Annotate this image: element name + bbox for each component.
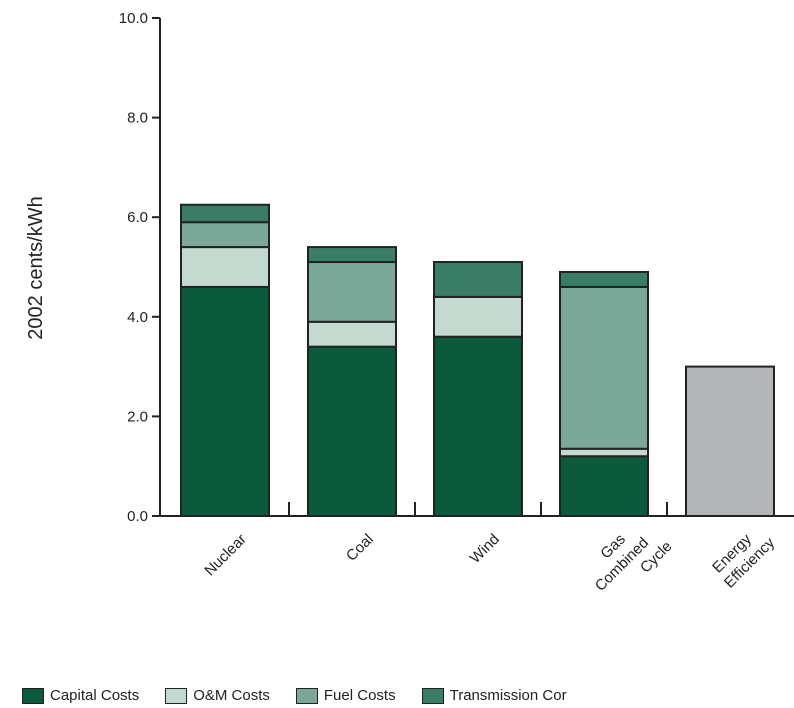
y-tick-label: 10.0 xyxy=(119,10,148,27)
bar-segment xyxy=(307,320,397,348)
bar-segment xyxy=(180,285,270,518)
bar-segment xyxy=(433,261,523,298)
bar-segment xyxy=(180,246,270,288)
chart: 0.0 2.0 4.0 6.0 8.0 10.0 2002 cents/kWh Nuclear… xyxy=(25,10,794,608)
x-category-label: Nuclear xyxy=(201,531,250,580)
x-category-label: EnergyEfficiency xyxy=(708,521,779,592)
y-tick-label: 0.0 xyxy=(127,508,148,525)
legend: Capital Costs O&M Costs Fuel Costs Transmis… xyxy=(22,687,593,704)
bar-segment xyxy=(307,261,397,323)
x-category-label: Coal xyxy=(343,531,377,565)
x-category-label: GasCombinedCycle xyxy=(578,511,675,608)
bar-segment xyxy=(307,246,397,264)
y-tick-label: 4.0 xyxy=(127,309,148,326)
legend-swatch xyxy=(165,687,188,704)
legend-swatch xyxy=(295,687,318,704)
bar-segment xyxy=(685,365,775,517)
legend-swatch xyxy=(22,687,44,704)
legend-label: Transmission Cor xyxy=(449,687,567,704)
bar-segment xyxy=(180,221,270,249)
bar-segment xyxy=(307,345,397,517)
legend-item: Transmission Cor xyxy=(421,687,567,704)
legend-item: Capital Costs xyxy=(22,687,139,704)
y-axis-title: 2002 cents/kWh xyxy=(25,196,47,339)
y-tick-label: 8.0 xyxy=(127,110,148,127)
y-tick-label: 2.0 xyxy=(127,408,148,425)
legend-item: Fuel Costs xyxy=(295,687,396,704)
bar-segment xyxy=(559,455,649,517)
bar-segment xyxy=(559,270,649,288)
legend-swatch xyxy=(421,687,444,704)
legend-label: Fuel Costs xyxy=(323,687,396,704)
bar-segment xyxy=(559,285,649,450)
legend-label: O&M Costs xyxy=(193,687,270,704)
bar-segment xyxy=(433,295,523,338)
y-tick-label: 6.0 xyxy=(127,209,148,226)
bar-segment xyxy=(433,335,523,517)
legend-label: Capital Costs xyxy=(50,687,140,704)
bar-segment xyxy=(180,203,270,224)
bar-segment xyxy=(559,447,649,458)
legend-item: O&M Costs xyxy=(165,687,270,704)
x-category-label: Wind xyxy=(467,531,503,567)
